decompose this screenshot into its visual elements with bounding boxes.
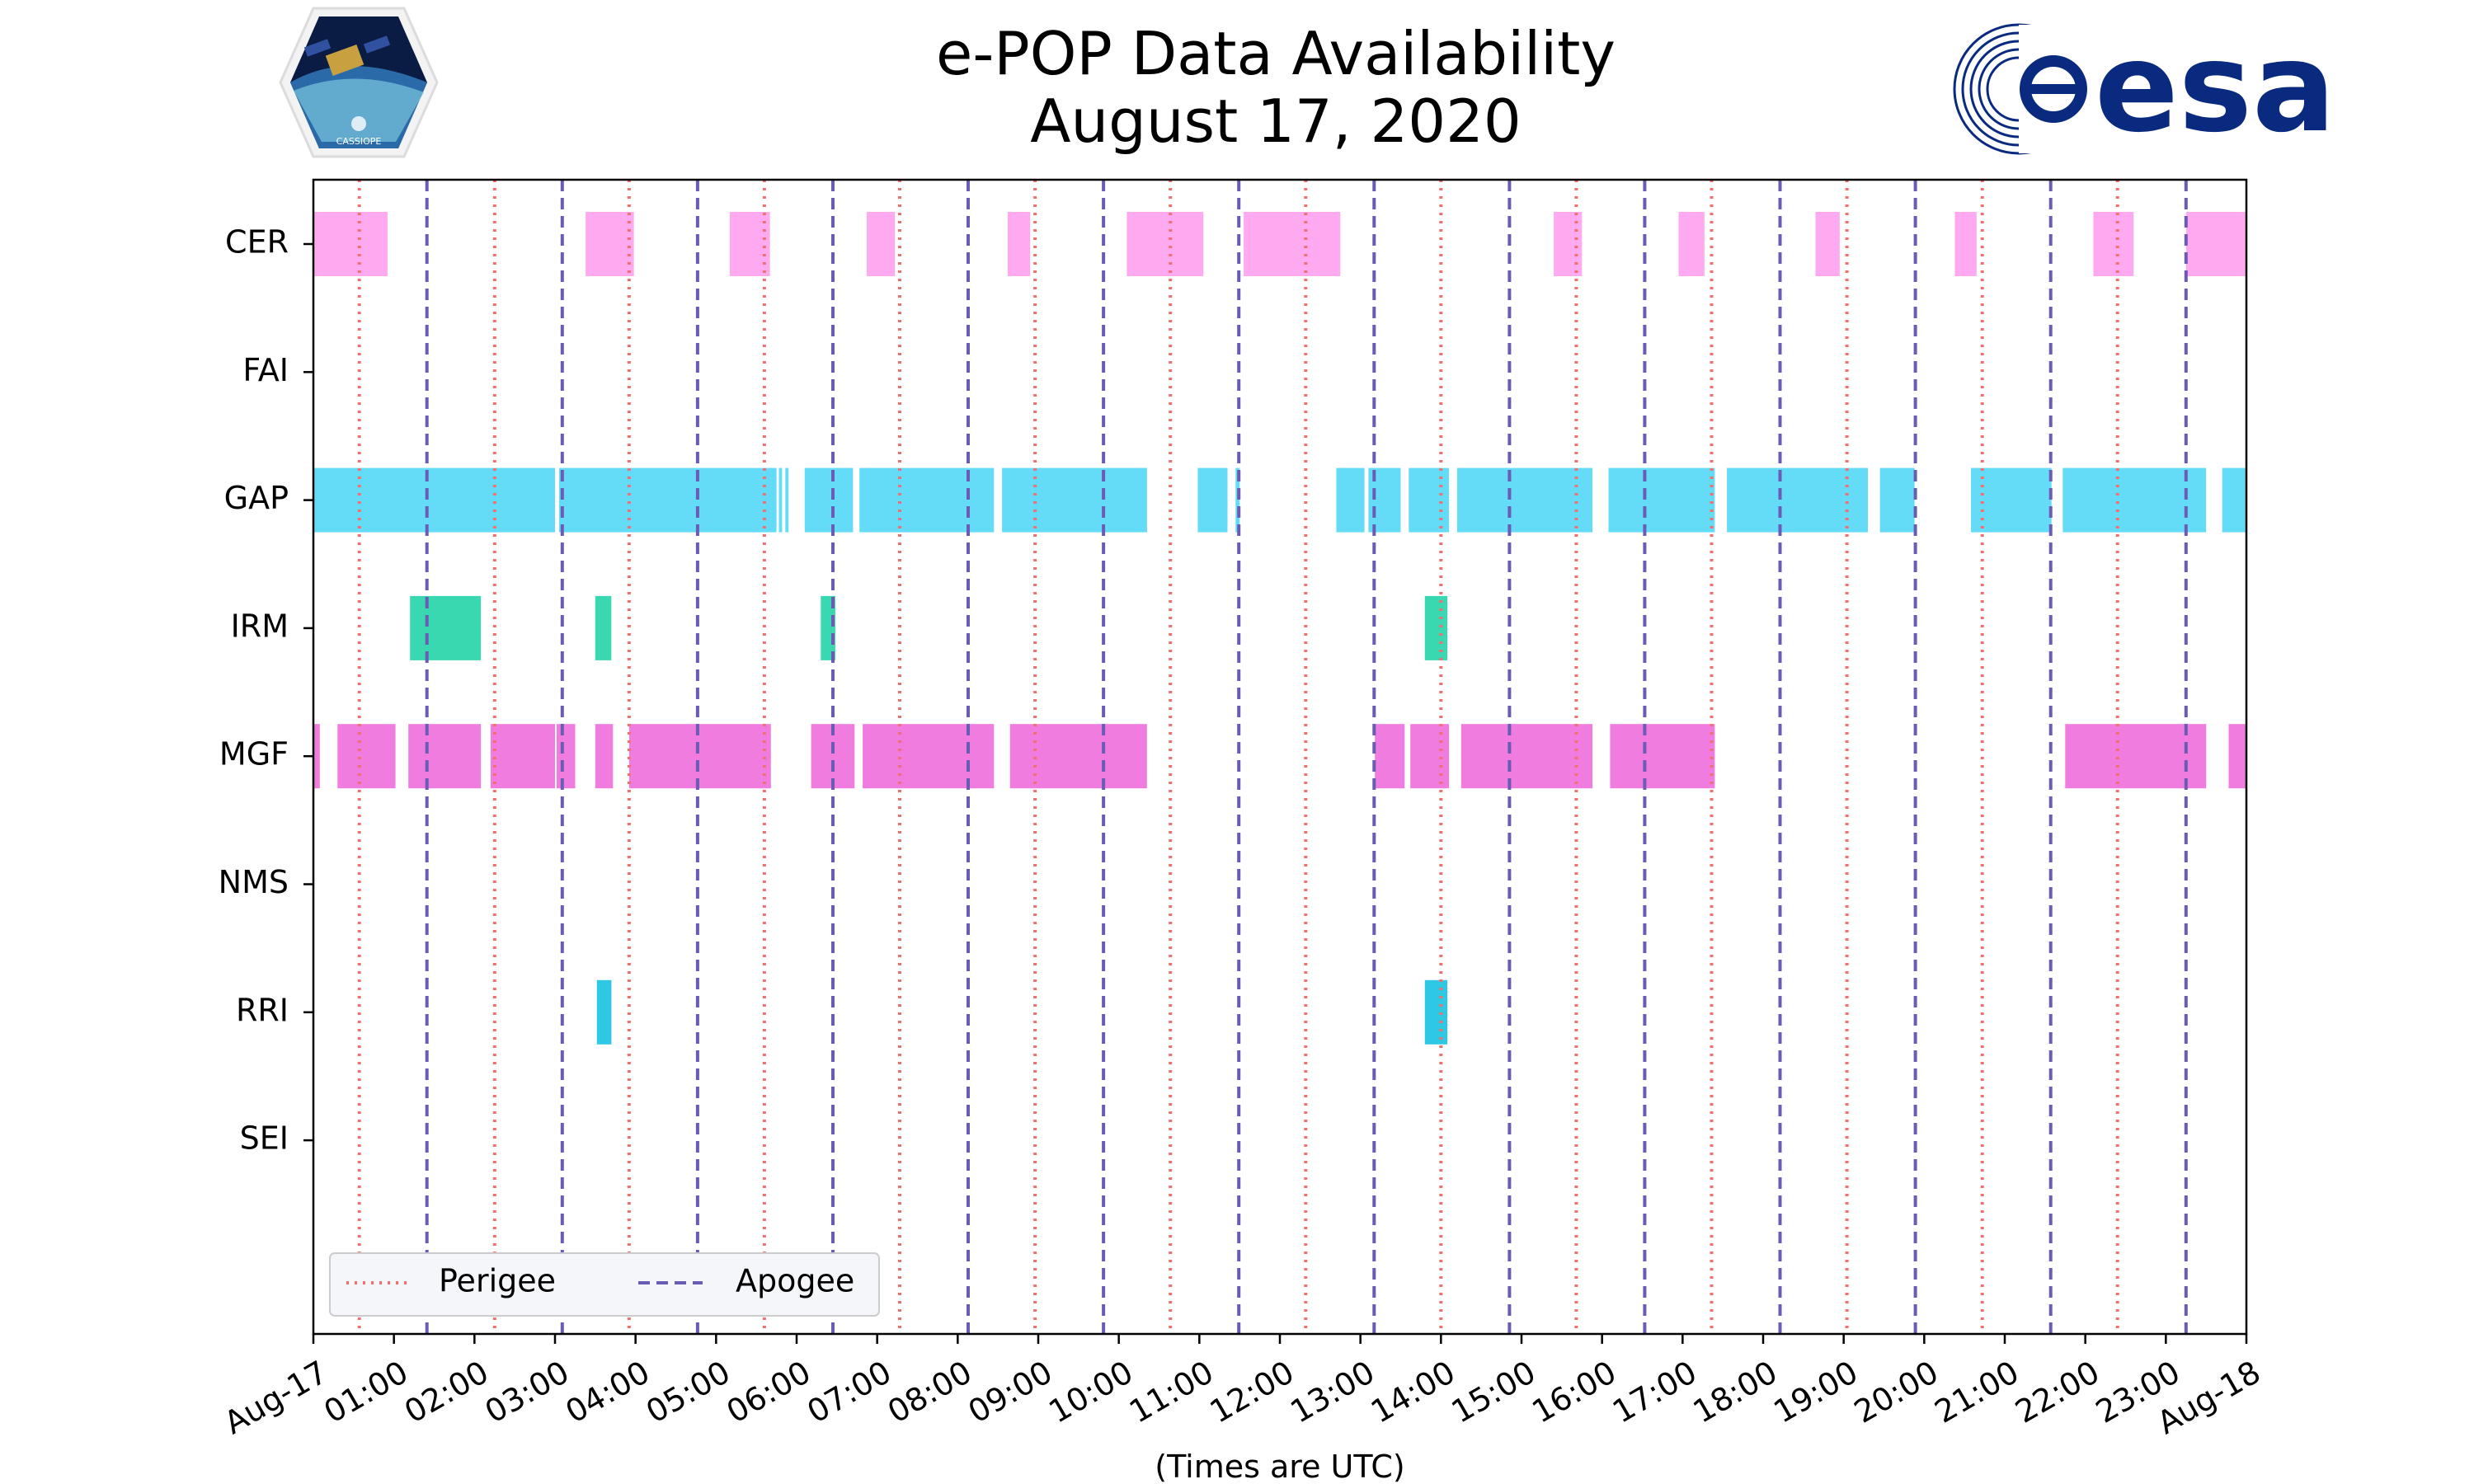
x-label-5: 05:00 <box>640 1354 736 1430</box>
bar-gap-4 <box>804 467 854 533</box>
chart-title: e-POP Data Availability <box>936 19 1616 88</box>
bar-cer-4 <box>1007 212 1031 276</box>
y-label-rri: RRI <box>236 992 289 1028</box>
esa-wordmark: esa <box>2095 16 2335 160</box>
y-label-fai: FAI <box>242 352 289 388</box>
x-label-18: 18:00 <box>1687 1354 1784 1430</box>
y-axis: CER FAI GAP IRM MGF NMS RRI SEI <box>219 224 313 1157</box>
legend-box <box>329 1252 880 1317</box>
bar-cer-1 <box>586 212 634 276</box>
bar-rri-1 <box>1424 979 1448 1045</box>
bar-gap-16 <box>1971 467 2052 533</box>
x-axis: Aug-1701:0002:0003:0004:0005:0006:0007:0… <box>218 1334 2267 1441</box>
bar-gap-5 <box>859 467 995 533</box>
bar-mgf-0 <box>313 724 320 789</box>
bar-mgf-6 <box>628 724 771 789</box>
legend: Perigee Apogee <box>329 1252 880 1317</box>
bar-mgf-12 <box>1460 724 1592 789</box>
bar-gap-1 <box>558 467 777 533</box>
bar-cer-11 <box>2093 212 2134 276</box>
bar-mgf-2 <box>408 724 482 789</box>
x-label-15: 15:00 <box>1446 1354 1542 1430</box>
bar-mgf-3 <box>490 724 555 789</box>
x-label-12: 12:00 <box>1204 1354 1300 1430</box>
bar-gap-15 <box>1879 467 1915 533</box>
x-label-22: 22:00 <box>2009 1354 2105 1430</box>
x-label-7: 07:00 <box>801 1354 897 1430</box>
bar-mgf-1 <box>337 724 396 789</box>
y-label-nms: NMS <box>219 864 289 900</box>
x-label-8: 08:00 <box>882 1354 978 1430</box>
bar-gap-12 <box>1456 467 1592 533</box>
bar-cer-8 <box>1678 212 1705 276</box>
bar-rri-0 <box>596 979 612 1045</box>
bar-mgf-8 <box>863 724 995 789</box>
y-label-gap: GAP <box>224 480 289 516</box>
x-label-11: 11:00 <box>1123 1354 1220 1430</box>
legend-perigee-label: Perigee <box>439 1263 556 1299</box>
x-label-3: 03:00 <box>479 1354 576 1430</box>
y-label-irm: IRM <box>231 608 289 644</box>
x-label-2: 02:00 <box>398 1354 495 1430</box>
y-label-cer: CER <box>225 224 289 261</box>
legend-apogee-label: Apogee <box>736 1263 854 1299</box>
bar-mgf-5 <box>595 724 614 789</box>
bar-irm-0 <box>410 595 482 660</box>
bar-mgf-13 <box>1610 724 1715 789</box>
x-label-19: 19:00 <box>1767 1354 1864 1430</box>
bar-mgf-4 <box>557 724 576 789</box>
bar-gap-6 <box>1002 467 1147 533</box>
bar-mgf-9 <box>1009 724 1147 789</box>
bar-gap-13 <box>1608 467 1715 533</box>
bar-mgf-14 <box>2065 724 2207 789</box>
bar-gap-3 <box>785 467 789 533</box>
bar-gap-2 <box>778 467 783 533</box>
x-label-20: 20:00 <box>1848 1354 1945 1430</box>
bar-gap-7 <box>1197 467 1228 533</box>
cassiope-caption: CASSIOPE <box>336 136 382 147</box>
bar-mgf-11 <box>1410 724 1450 789</box>
x-axis-caption: (Times are UTC) <box>1155 1449 1404 1484</box>
esa-logo: esa <box>1953 16 2335 160</box>
x-label-13: 13:00 <box>1284 1354 1380 1430</box>
x-label-0: Aug-17 <box>218 1354 333 1441</box>
x-label-14: 14:00 <box>1365 1354 1461 1430</box>
chart-subtitle: August 17, 2020 <box>1030 87 1521 156</box>
bar-cer-0 <box>313 212 388 276</box>
x-label-21: 21:00 <box>1929 1354 2025 1430</box>
bar-gap-9 <box>1336 467 1365 533</box>
x-label-6: 06:00 <box>721 1354 817 1430</box>
bar-cer-9 <box>1815 212 1840 276</box>
bar-cer-5 <box>1126 212 1204 276</box>
y-label-sei: SEI <box>240 1120 289 1157</box>
x-label-1: 01:00 <box>317 1354 414 1430</box>
orbit-lines <box>357 180 2188 1334</box>
x-label-16: 16:00 <box>1526 1354 1622 1430</box>
x-label-9: 09:00 <box>962 1354 1059 1430</box>
bar-cer-3 <box>867 212 896 276</box>
x-label-10: 10:00 <box>1042 1354 1139 1430</box>
bar-irm-3 <box>1424 595 1448 660</box>
y-label-mgf: MGF <box>219 736 289 773</box>
cassiope-logo: CASSIOPE <box>279 7 439 158</box>
bar-gap-17 <box>2062 467 2207 533</box>
bar-cer-12 <box>2185 212 2247 276</box>
bar-mgf-10 <box>1375 724 1405 789</box>
bar-gap-14 <box>1727 467 1868 533</box>
x-label-4: 04:00 <box>559 1354 656 1430</box>
bar-gap-11 <box>1409 467 1450 533</box>
bar-gap-0 <box>313 467 555 533</box>
bar-gap-8 <box>1235 467 1240 533</box>
bar-irm-1 <box>595 595 612 660</box>
bar-cer-6 <box>1244 212 1341 276</box>
x-label-17: 17:00 <box>1606 1354 1703 1430</box>
bar-cer-10 <box>1954 212 1977 276</box>
bar-mgf-15 <box>2228 724 2246 789</box>
bar-gap-18 <box>2222 467 2246 533</box>
